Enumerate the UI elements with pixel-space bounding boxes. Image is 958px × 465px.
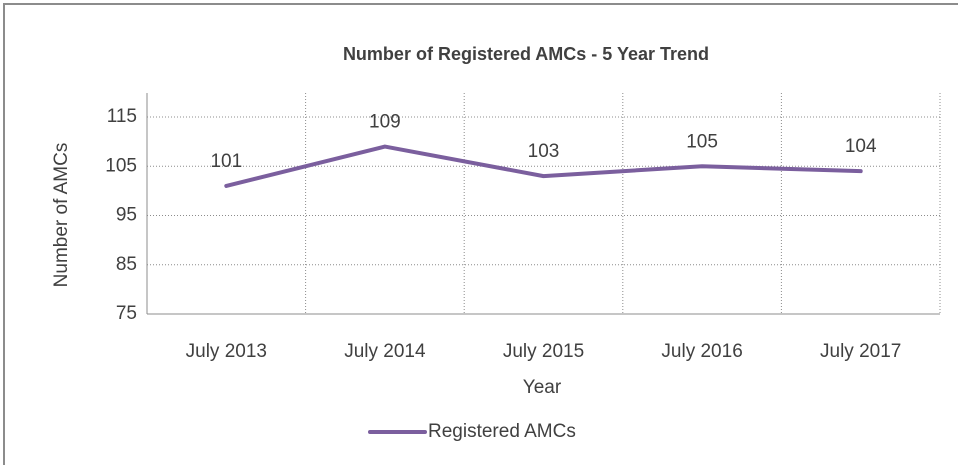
y-tick-label: 75 xyxy=(116,303,137,324)
chart-title: Number of Registered AMCs - 5 Year Trend xyxy=(343,44,709,64)
x-tick-label: July 2013 xyxy=(186,341,267,362)
x-tick-label: July 2016 xyxy=(661,341,742,362)
y-tick-label: 105 xyxy=(105,155,137,176)
data-line xyxy=(224,144,863,188)
data-label: 105 xyxy=(686,131,718,152)
y-axis-label: Number of AMCs xyxy=(51,143,72,288)
legend-label: Registered AMCs xyxy=(428,421,576,442)
y-tick-label: 85 xyxy=(116,254,137,275)
data-label: 104 xyxy=(845,136,877,157)
x-axis-label: Year xyxy=(523,377,562,398)
x-tick-label: July 2014 xyxy=(344,341,426,362)
data-label: 109 xyxy=(369,112,401,133)
x-tick-label: July 2017 xyxy=(820,341,901,362)
chart-frame xyxy=(3,3,958,465)
x-tick-label: July 2015 xyxy=(503,341,584,362)
data-label: 103 xyxy=(528,141,560,162)
y-tick-label: 95 xyxy=(116,205,137,226)
y-tick-label: 115 xyxy=(107,106,137,127)
data-label: 101 xyxy=(210,151,242,172)
